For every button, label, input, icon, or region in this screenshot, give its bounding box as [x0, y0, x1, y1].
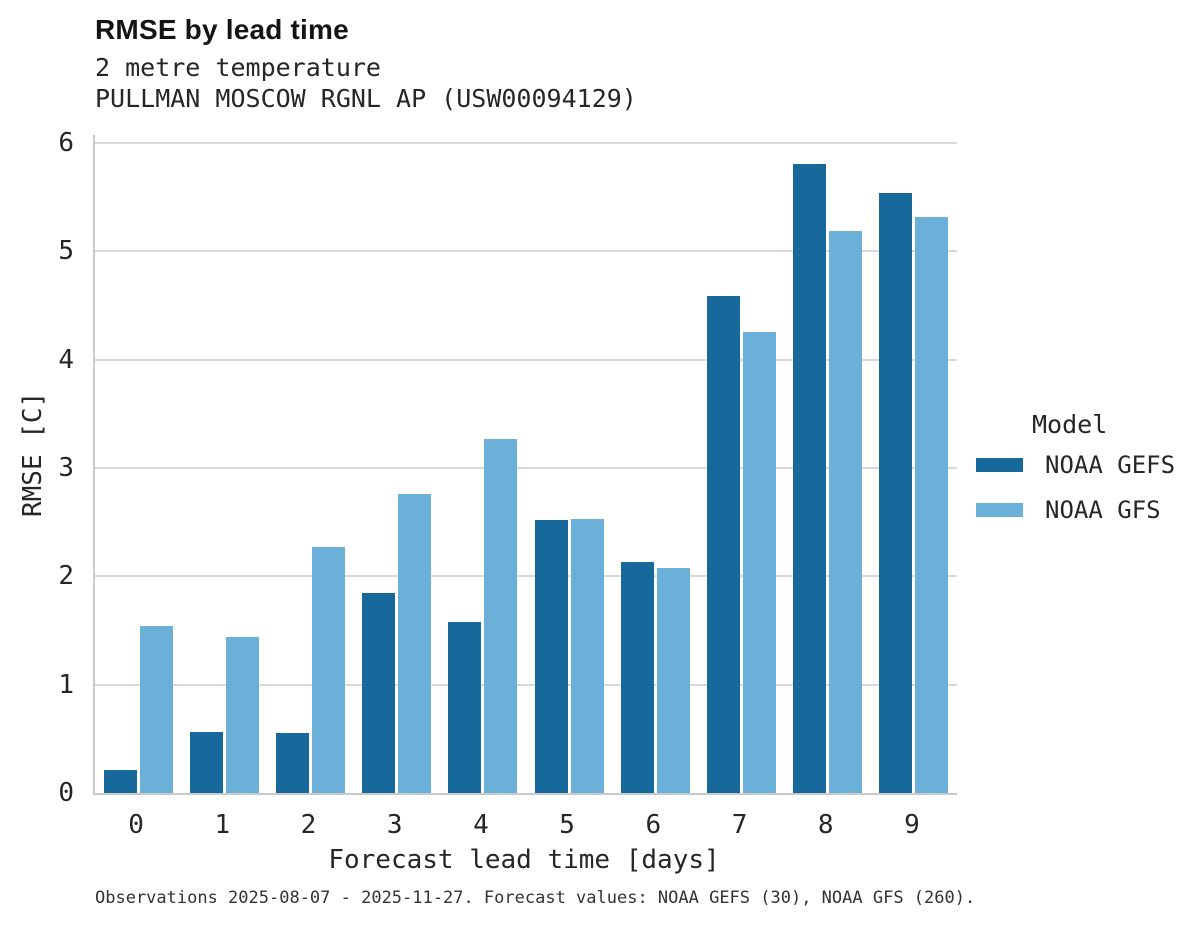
- x-tick-label-2: 2: [300, 810, 317, 840]
- legend-swatch-noaa-gfs: [976, 503, 1023, 517]
- gridline-y-4: [95, 358, 957, 361]
- legend-swatch-noaa-gefs: [976, 458, 1023, 472]
- y-tick-label-6: 6: [58, 128, 74, 158]
- x-tick-label-6: 6: [645, 810, 662, 840]
- bar-noaa-gefs-day-0: [103, 770, 137, 793]
- bar-noaa-gefs-day-6: [620, 562, 654, 793]
- gridline-y-6: [95, 142, 957, 144]
- bar-noaa-gfs-day-3: [398, 494, 432, 793]
- plot-area: [93, 135, 957, 795]
- bar-noaa-gefs-day-4: [448, 621, 482, 793]
- legend-item-noaa-gfs: NOAA GFS: [976, 496, 1175, 524]
- bar-group-day-0: [95, 135, 181, 793]
- title-block: RMSE by lead time 2 metre temperature PU…: [95, 14, 637, 114]
- gridline-y-1: [95, 683, 957, 686]
- bar-noaa-gfs-day-8: [829, 230, 863, 793]
- x-tick-label-4: 4: [473, 810, 489, 840]
- legend-item-noaa-gefs: NOAA GEFS: [976, 451, 1175, 479]
- legend-label-noaa-gfs: NOAA GFS: [1045, 496, 1161, 524]
- x-tick-label-7: 7: [731, 810, 748, 840]
- bar-group-day-8: [785, 135, 871, 793]
- footnote-caption: Observations 2025-08-07 - 2025-11-27. Fo…: [95, 888, 976, 908]
- x-tick-label-1: 1: [214, 810, 231, 840]
- bar-noaa-gfs-day-7: [743, 331, 777, 793]
- y-tick-label-3: 3: [58, 453, 74, 483]
- bar-group-day-7: [698, 135, 784, 793]
- bar-noaa-gefs-day-9: [879, 192, 913, 793]
- gridline-y-2: [95, 575, 957, 578]
- y-tick-label-4: 4: [58, 344, 74, 375]
- legend-items: NOAA GEFS NOAA GFS: [976, 451, 1175, 524]
- bar-group-day-9: [871, 135, 957, 793]
- gridline-y-5: [95, 250, 957, 253]
- chart-subtitle-variable: 2 metre temperature: [95, 53, 381, 82]
- bar-group-day-6: [612, 135, 698, 793]
- bar-groups: [95, 135, 957, 793]
- bar-noaa-gefs-day-7: [707, 295, 741, 793]
- bar-noaa-gefs-day-8: [793, 163, 827, 793]
- chart-subtitle-station: PULLMAN MOSCOW RGNL AP (USW00094129): [95, 84, 637, 113]
- x-tick-label-8: 8: [817, 810, 834, 840]
- bar-group-day-1: [181, 135, 267, 793]
- gridline-y-3: [95, 467, 957, 469]
- x-axis-label: Forecast lead time [days]: [328, 845, 720, 875]
- chart-title: RMSE by lead time: [95, 14, 349, 45]
- y-tick-label-2: 2: [58, 561, 74, 592]
- x-tick-label-5: 5: [559, 810, 575, 840]
- y-tick-label-1: 1: [58, 669, 74, 700]
- x-axis-ticks: 0 1 2 3 4 5 6 7 8 9: [93, 810, 955, 840]
- bar-noaa-gfs-day-2: [312, 547, 345, 793]
- y-tick-label-0: 0: [58, 778, 74, 808]
- bar-noaa-gfs-day-0: [139, 626, 173, 793]
- bar-noaa-gfs-day-4: [484, 438, 518, 793]
- y-tick-label-5: 5: [58, 236, 74, 267]
- bar-group-day-5: [526, 135, 612, 793]
- bar-noaa-gfs-day-6: [656, 567, 690, 793]
- bar-group-day-3: [354, 135, 440, 793]
- legend: Model NOAA GEFS NOAA GFS: [976, 410, 1175, 541]
- bar-noaa-gefs-day-1: [189, 732, 223, 793]
- bar-noaa-gefs-day-5: [534, 520, 568, 793]
- bar-noaa-gfs-day-9: [915, 216, 949, 793]
- bar-noaa-gefs-day-3: [362, 592, 396, 793]
- bar-noaa-gfs-day-1: [225, 637, 259, 793]
- legend-label-noaa-gefs: NOAA GEFS: [1045, 451, 1176, 479]
- bar-group-day-2: [267, 135, 353, 793]
- bar-group-day-4: [440, 135, 526, 793]
- bar-noaa-gfs-day-5: [570, 518, 604, 793]
- x-tick-label-9: 9: [904, 810, 920, 840]
- x-tick-label-0: 0: [128, 810, 144, 840]
- legend-title: Model: [1032, 410, 1108, 439]
- bar-noaa-gefs-day-2: [276, 733, 309, 793]
- x-tick-label-3: 3: [386, 810, 403, 840]
